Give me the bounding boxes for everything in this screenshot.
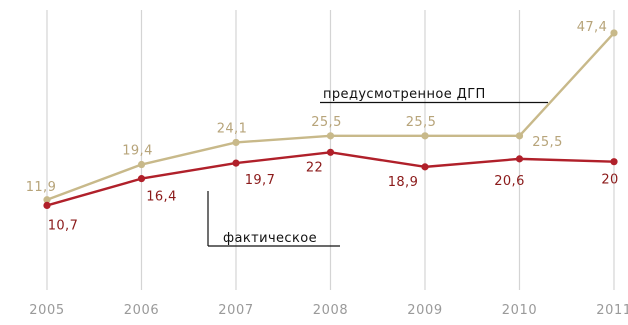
plan-data-point: [610, 29, 618, 37]
plan-data-label: 25,5: [532, 135, 563, 150]
fact-data-point: [610, 158, 618, 166]
plan-series-annotation: предусмотренное ДГП: [323, 87, 486, 102]
plan-data-label: 47,4: [577, 20, 608, 35]
fact-data-point: [137, 175, 146, 183]
plan-data-label: 11,9: [26, 180, 57, 195]
series-annotations: предусмотренное ДГП фактическое: [207, 87, 548, 247]
fact-data-label: 10,7: [48, 218, 79, 233]
x-tick-label: 2010: [502, 303, 537, 318]
fact-data-point: [421, 163, 429, 171]
plan-data-point: [43, 196, 51, 204]
fact-data-point: [515, 155, 524, 163]
x-tick-label: 2006: [124, 303, 159, 318]
fact-data-label: 16,4: [146, 190, 177, 205]
fact-data-point: [43, 201, 51, 210]
data-points: [43, 29, 618, 210]
fact-data-label: 18,9: [388, 175, 419, 190]
x-tick-label: 2009: [407, 303, 442, 318]
fact-data-label: 20: [601, 173, 618, 188]
fact-data-label: 22: [306, 160, 323, 175]
plan-data-point: [326, 132, 335, 140]
plan-data-label: 24,1: [217, 121, 248, 136]
fact-data-label: 20,6: [494, 174, 525, 189]
plan-data-label: 19,4: [122, 144, 153, 159]
fact-data-point: [326, 148, 335, 156]
x-axis-ticks: 2005 2006 2007 2008 2009 2010 2011: [29, 303, 628, 318]
fact-data-label: 19,7: [245, 173, 276, 188]
x-tick-label: 2007: [218, 303, 253, 318]
plan-data-point: [137, 160, 146, 169]
gridlines: [46, 10, 615, 290]
plan-data-label: 25,5: [311, 115, 342, 130]
plan-data-point: [421, 132, 429, 140]
x-tick-label: 2005: [29, 303, 64, 318]
x-tick-label: 2008: [313, 303, 348, 318]
fact-series-annotation: фактическое: [223, 231, 317, 246]
data-labels: 11,9 19,4 24,1 25,5 25,5 25,5 47,4 10,7 16,4 19,7…: [26, 20, 619, 233]
fact-data-point: [232, 159, 240, 167]
plan-data-point: [515, 132, 524, 140]
plan-data-label: 25,5: [406, 115, 437, 130]
plan-data-point: [232, 138, 240, 147]
x-tick-label: 2011: [596, 303, 628, 318]
